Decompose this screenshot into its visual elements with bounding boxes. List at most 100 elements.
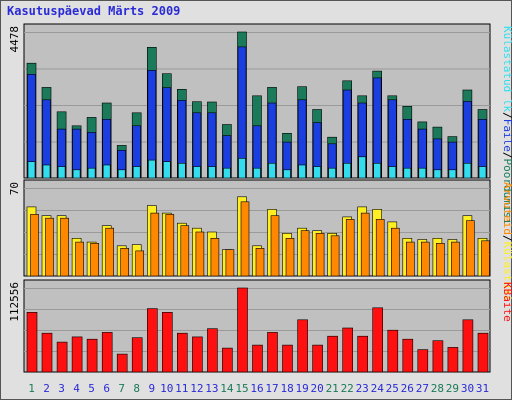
bar-kbaite-day-13 [207, 328, 218, 373]
bar-arvuteid-day-12 [195, 231, 205, 277]
legend-entry: Pöördumisi [501, 158, 512, 224]
bar-arvuteid-day-26 [405, 241, 415, 277]
bar-kbaite-day-23 [357, 335, 369, 373]
x-tick-label-day-10: 10 [160, 382, 173, 395]
bar-külastatud-lk-day-10 [163, 161, 171, 179]
legend: Arvuteid/Külastusi [501, 182, 512, 301]
legend-entry: / [501, 235, 512, 242]
bar-arvuteid-day-3 [60, 217, 69, 277]
bar-arvuteid-day-23 [360, 212, 370, 277]
x-tick-label-day-14: 14 [220, 382, 234, 395]
x-tick-label-day-4: 4 [73, 382, 80, 395]
bar-külastatud-lk-day-31 [478, 166, 487, 179]
bar-külastatud-lk-day-23 [358, 156, 367, 179]
legend-entry: / [501, 112, 512, 119]
bar-külastatud-lk-day-26 [403, 167, 412, 179]
bar-kbaite-day-9 [147, 308, 158, 373]
bar-kbaite-day-5 [86, 338, 98, 373]
x-tick-label-day-5: 5 [88, 382, 95, 395]
x-tick-label-day-7: 7 [118, 382, 125, 395]
bar-külastatud-lk-day-22 [343, 163, 352, 179]
bar-faile-day-24 [372, 77, 382, 179]
bar-kbaite-day-18 [282, 344, 293, 373]
bar-külastatud-lk-day-3 [57, 166, 66, 179]
x-tick-label-day-17: 17 [265, 382, 278, 395]
x-tick-label-day-30: 30 [461, 382, 474, 395]
x-tick-label-day-8: 8 [133, 382, 140, 395]
bar-arvuteid-day-6 [105, 227, 114, 277]
bar-kbaite-day-10 [162, 311, 173, 373]
bar-arvuteid-day-20 [315, 233, 325, 277]
bar-arvuteid-day-24 [375, 219, 385, 277]
bar-arvuteid-day-2 [45, 217, 54, 277]
bar-arvuteid-day-17 [270, 215, 280, 277]
bar-kbaite-day-20 [312, 344, 323, 373]
x-tick-label-day-26: 26 [401, 382, 414, 395]
x-tick-label-day-27: 27 [416, 382, 429, 395]
bar-kbaite-day-4 [71, 336, 83, 373]
x-tick-label-day-22: 22 [341, 382, 354, 395]
bar-arvuteid-day-5 [90, 243, 99, 277]
x-tick-label-day-24: 24 [371, 382, 385, 395]
bar-kbaite-day-19 [297, 319, 308, 373]
bar-külastatud-lk-day-14 [223, 167, 231, 179]
x-tick-label-day-9: 9 [148, 382, 155, 395]
bar-arvuteid-day-4 [75, 241, 84, 277]
y-max-label: 112556 [8, 282, 21, 322]
bar-külastatud-lk-day-21 [328, 167, 336, 179]
x-tick-label-day-18: 18 [280, 382, 293, 395]
bar-külastatud-lk-day-15 [238, 158, 246, 179]
bar-arvuteid-day-22 [345, 219, 355, 277]
bar-kbaite-day-17 [267, 332, 278, 373]
bar-kbaite-day-8 [131, 337, 143, 373]
bar-kbaite-day-6 [101, 332, 113, 373]
x-tick-label-day-29: 29 [446, 382, 459, 395]
bar-külastatud-lk-day-20 [313, 166, 321, 179]
legend-entry: / [501, 152, 512, 159]
bar-arvuteid-day-30 [466, 220, 475, 277]
bar-kbaite-day-22 [342, 327, 354, 373]
bar-kbaite-day-27 [417, 349, 429, 373]
bar-arvuteid-day-19 [300, 230, 310, 277]
bar-külastatud-lk-day-28 [433, 169, 442, 179]
bar-kbaite-day-1 [26, 311, 38, 373]
bar-külastatud-lk-day-11 [178, 163, 186, 179]
bar-külastatud-lk-day-24 [373, 163, 382, 179]
bar-külastatud-lk-day-29 [448, 169, 457, 179]
bar-kbaite-day-31 [477, 332, 489, 373]
legend-entry: Külastatud lk [501, 26, 512, 112]
legend-entry: KBaite [501, 282, 512, 322]
x-tick-label-day-11: 11 [175, 382, 188, 395]
bar-arvuteid-day-16 [255, 248, 265, 277]
bar-külastatud-lk-day-27 [418, 167, 427, 179]
bar-arvuteid-day-31 [481, 240, 490, 277]
bar-külastatud-lk-day-5 [87, 167, 96, 179]
bar-arvuteid-day-25 [390, 227, 400, 277]
bar-arvuteid-day-7 [120, 248, 129, 277]
bar-külastatud-lk-day-9 [148, 159, 156, 179]
bar-kbaite-day-11 [177, 332, 188, 373]
bar-kbaite-day-21 [327, 335, 338, 373]
legend-entry: Arvuteid [501, 182, 512, 235]
x-tick-label-day-1: 1 [28, 382, 35, 395]
bar-külastatud-lk-day-1 [27, 161, 36, 179]
bar-külastatud-lk-day-16 [253, 167, 261, 179]
y-max-label: 4478 [8, 26, 21, 53]
bar-arvuteid-day-15 [240, 201, 250, 277]
bar-arvuteid-day-9 [150, 212, 160, 277]
bar-külastatud-lk-day-12 [193, 166, 201, 179]
bar-kbaite-day-28 [432, 340, 444, 373]
bar-arvuteid-day-28 [436, 243, 445, 277]
bar-kbaite-day-15 [237, 287, 248, 373]
bar-arvuteid-day-11 [180, 225, 190, 277]
bar-arvuteid-day-27 [420, 241, 430, 277]
bar-külastatud-lk-day-8 [132, 166, 141, 179]
bar-külastatud-lk-day-13 [208, 166, 216, 179]
bar-kbaite-day-12 [192, 336, 203, 373]
legend: KBaite [501, 282, 512, 322]
x-tick-label-day-21: 21 [326, 382, 339, 395]
x-tick-label-day-31: 31 [476, 382, 489, 395]
bar-külastatud-lk-day-30 [463, 163, 472, 179]
x-tick-label-day-16: 16 [250, 382, 263, 395]
